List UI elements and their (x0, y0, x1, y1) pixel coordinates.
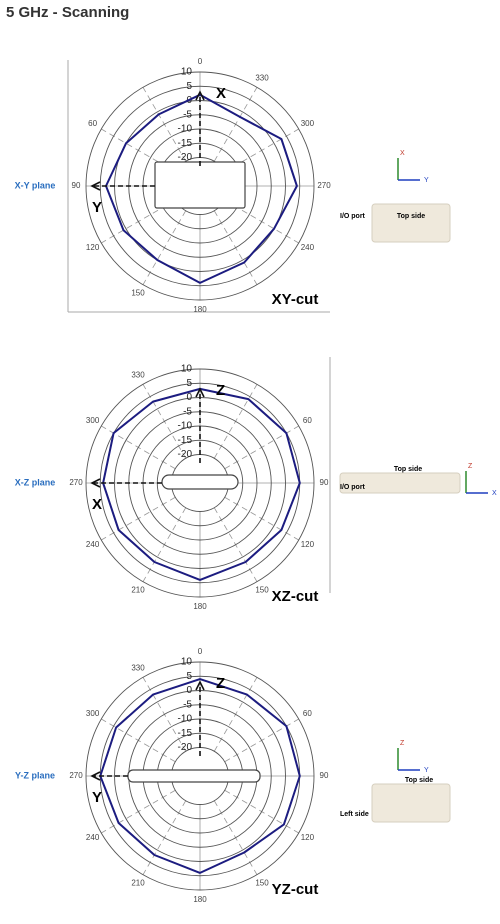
r-tick-label: 5 (186, 81, 192, 92)
ring (85, 661, 315, 891)
device-photo (371, 783, 451, 823)
page-title: 5 GHz - Scanning (6, 4, 129, 21)
theta-tick-label: 240 (301, 243, 315, 252)
device-photo (339, 472, 461, 494)
r-tick-label: 5 (186, 671, 192, 682)
r-tick-label: -15 (178, 435, 193, 446)
theta-tick-label: 300 (86, 416, 100, 425)
r-tick-label: -5 (183, 109, 192, 120)
theta-tick-label: 300 (86, 709, 100, 718)
r-tick-label: -10 (178, 421, 193, 432)
icon-axis-label: Z (400, 740, 405, 747)
arrow-head (90, 181, 101, 191)
r-tick-label: 10 (181, 67, 193, 78)
theta-tick-label: 120 (301, 540, 315, 549)
arrow-head (195, 387, 205, 398)
theta-tick-label: 120 (301, 833, 315, 842)
device-label: I/O port (340, 484, 366, 491)
device-label: Left side (340, 811, 369, 818)
theta-tick-label: 300 (301, 119, 315, 128)
r-tick-label: -10 (178, 714, 193, 725)
r-tick-label: 0 (186, 392, 192, 403)
arrow-head (195, 680, 205, 691)
r-tick-label: 10 (181, 657, 193, 668)
device-label: Top side (394, 466, 422, 473)
icon-axis-label: X (492, 490, 497, 497)
r-tick-label: -20 (178, 742, 193, 753)
arrow-head (195, 90, 205, 101)
plane-label: X-Z plane (15, 477, 56, 487)
r-tick-label: -15 (178, 138, 193, 149)
theta-tick-label: 60 (88, 119, 97, 128)
theta-tick-label: 270 (69, 771, 83, 780)
device-label: Top side (405, 777, 433, 784)
theta-tick-label: 90 (72, 181, 81, 190)
ring (85, 368, 315, 598)
theta-tick-label: 270 (317, 181, 331, 190)
r-tick-label: -10 (178, 124, 193, 135)
theta-tick-label: 60 (303, 709, 312, 718)
icon-axis-label: X (400, 150, 405, 157)
theta-tick-label: 0 (198, 57, 203, 66)
left-axis-label: X (92, 496, 102, 513)
r-tick-label: 0 (186, 685, 192, 696)
theta-tick-label: 180 (193, 895, 207, 904)
plane-label: X-Y plane (15, 180, 56, 190)
theta-tick-label: 150 (255, 585, 269, 594)
plane-label: Y-Z plane (15, 770, 55, 780)
theta-tick-label: 210 (131, 585, 145, 594)
device-outline (127, 769, 261, 783)
r-tick-label: -15 (178, 728, 193, 739)
theta-tick-label: 90 (320, 771, 329, 780)
ring (99, 85, 301, 287)
cut-label: YZ-cut (272, 881, 319, 898)
top-axis-label: Z (216, 382, 225, 399)
pattern-line (99, 678, 301, 874)
theta-tick-label: 330 (131, 664, 145, 673)
top-axis-label: Z (216, 675, 225, 692)
r-tick-label: 5 (186, 378, 192, 389)
icon-axis-label: Y (424, 767, 429, 774)
r-tick-label: -20 (178, 152, 193, 163)
theta-tick-label: 270 (69, 478, 83, 487)
theta-tick-label: 240 (86, 540, 100, 549)
theta-tick-label: 150 (131, 288, 145, 297)
arrow-head (90, 771, 101, 781)
pattern-line (105, 93, 298, 284)
theta-tick-label: 330 (131, 371, 145, 380)
r-tick-label: -5 (183, 699, 192, 710)
theta-tick-label: 210 (131, 878, 145, 887)
r-tick-label: -20 (178, 449, 193, 460)
arrow-head (90, 478, 101, 488)
device-photo (371, 203, 451, 243)
theta-tick-label: 180 (193, 602, 207, 611)
left-axis-label: Y (92, 199, 102, 216)
theta-tick-label: 180 (193, 305, 207, 314)
top-axis-label: X (216, 85, 226, 102)
theta-tick-label: 60 (303, 416, 312, 425)
r-tick-label: 10 (181, 364, 193, 375)
device-label: Top side (397, 213, 425, 220)
theta-tick-label: 150 (255, 878, 269, 887)
icon-axis-label: Y (424, 177, 429, 184)
r-tick-label: -5 (183, 406, 192, 417)
theta-tick-label: 240 (86, 833, 100, 842)
theta-tick-label: 0 (198, 647, 203, 656)
cut-label: XZ-cut (272, 588, 319, 605)
pattern-line (102, 387, 301, 581)
left-axis-label: Y (92, 789, 102, 806)
theta-tick-label: 90 (320, 478, 329, 487)
device-label: I/O port (340, 213, 366, 220)
icon-axis-label: Z (468, 463, 473, 470)
device-outline (154, 161, 246, 209)
theta-tick-label: 330 (255, 74, 269, 83)
cut-label: XY-cut (272, 291, 319, 308)
ring (85, 71, 315, 301)
theta-tick-label: 120 (86, 243, 100, 252)
device-outline (161, 474, 239, 490)
